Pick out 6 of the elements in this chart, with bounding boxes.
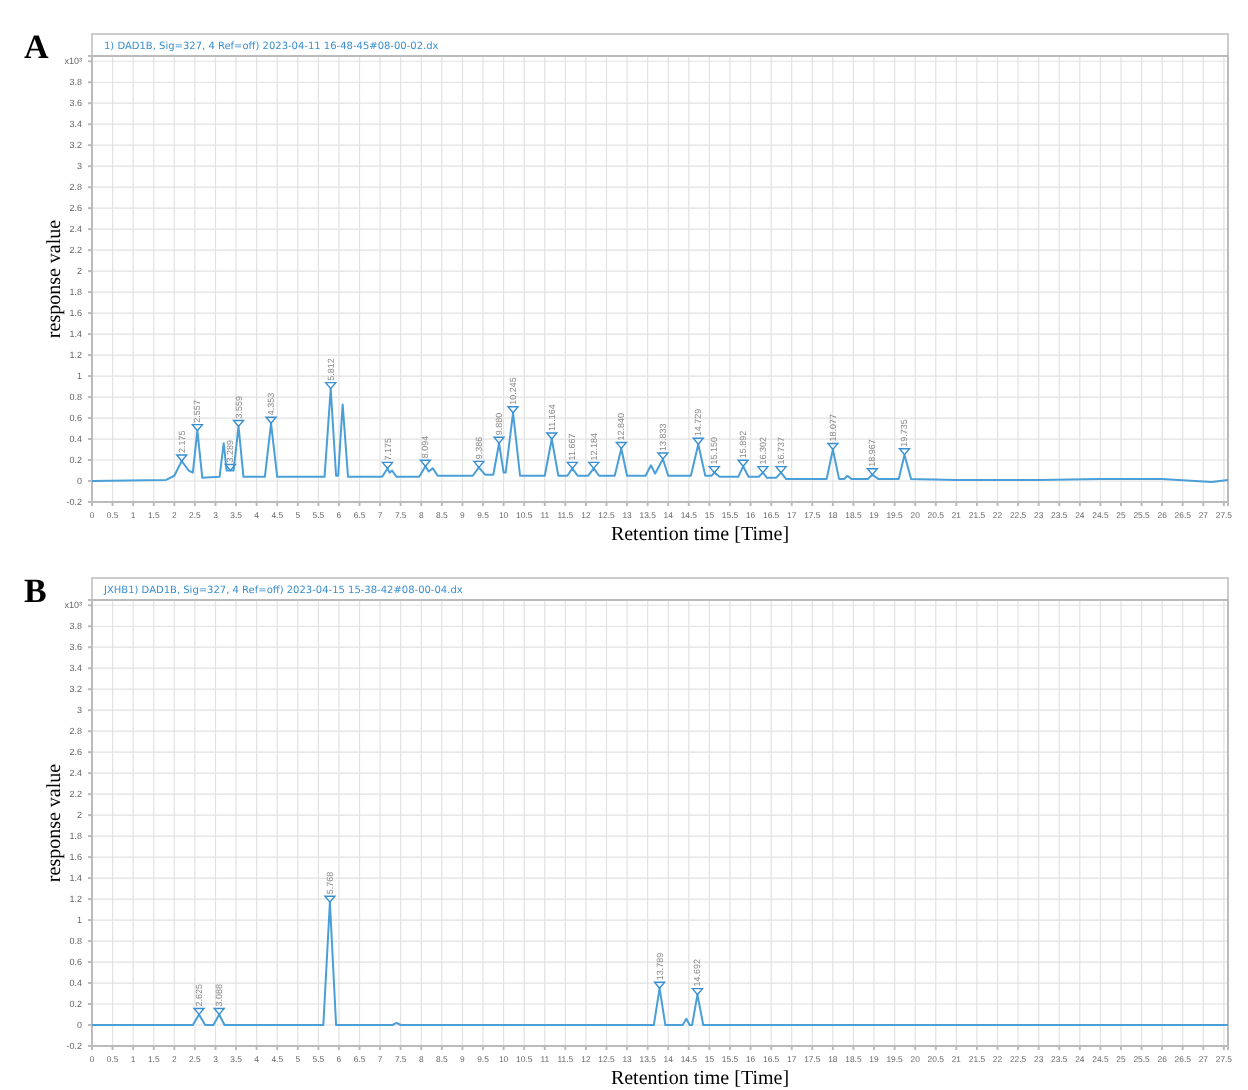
y-axis-title: response value [44,218,66,339]
chart-title: B [24,572,47,610]
x-axis-title: Retention time [Time] [610,1068,790,1090]
x-axis-title: Retention time [Time] [610,524,790,546]
chart-title: A [24,28,50,66]
y-axis-title: response value [44,762,66,883]
